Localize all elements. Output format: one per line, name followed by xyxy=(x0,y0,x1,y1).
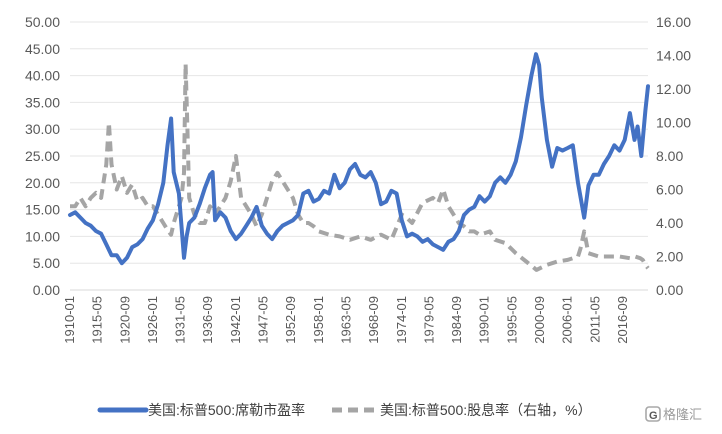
left-tick-label: 10.00 xyxy=(25,228,60,244)
x-tick-label: 1963-05 xyxy=(338,296,353,344)
left-tick-label: 20.00 xyxy=(25,175,60,191)
right-tick-label: 2.00 xyxy=(656,249,683,265)
left-tick-label: 15.00 xyxy=(25,202,60,218)
right-tick-label: 14.00 xyxy=(656,48,691,64)
watermark: G 格隆汇 xyxy=(645,406,702,422)
x-tick-label: 1920-09 xyxy=(117,296,132,344)
x-tick-label: 1910-01 xyxy=(62,296,77,344)
plot-area xyxy=(68,52,650,272)
right-tick-label: 8.00 xyxy=(656,148,683,164)
legend-label-pe: 美国:标普500:席勒市盈率 xyxy=(148,402,305,418)
x-tick-label: 1974-01 xyxy=(394,296,409,344)
x-tick-label: 1958-01 xyxy=(311,296,326,344)
left-tick-label: 40.00 xyxy=(25,68,60,84)
watermark-logo-icon xyxy=(645,406,661,422)
right-tick-label: 4.00 xyxy=(656,215,683,231)
x-tick-label: 1931-05 xyxy=(173,296,188,344)
left-tick-label: 35.00 xyxy=(25,94,60,110)
x-tick-label: 2006-01 xyxy=(560,296,575,344)
x-tick-label: 1936-09 xyxy=(200,296,215,344)
left-tick-label: 0.00 xyxy=(33,282,60,298)
x-tick-label: 1968-09 xyxy=(366,296,381,344)
left-tick-label: 5.00 xyxy=(33,255,60,271)
series-line-dividend-yield xyxy=(70,61,650,272)
right-axis-tick-labels: 0.00 2.00 4.00 6.00 8.00 10.00 12.00 14.00 16.00 xyxy=(656,14,691,298)
watermark-text: 格隆汇 xyxy=(663,407,702,422)
legend: 美国:标普500:席勒市盈率 美国:标普500:股息率（右轴，%） xyxy=(97,402,592,418)
right-tick-label: 10.00 xyxy=(656,115,691,131)
gridlines xyxy=(70,21,648,264)
watermark-logo-glyph: G xyxy=(649,410,658,422)
legend-label-dividend: 美国:标普500:股息率（右轴，%） xyxy=(380,402,592,418)
series-line-shiller-pe xyxy=(68,52,650,266)
x-tick-label: 1942-01 xyxy=(228,296,243,344)
x-tick-label: 1990-01 xyxy=(477,296,492,344)
left-axis-tick-labels: 0.00 5.00 10.00 15.00 20.00 25.00 30.00 35.00 40… xyxy=(25,14,60,298)
x-tick-label: 2000-09 xyxy=(532,296,547,344)
right-tick-label: 16.00 xyxy=(656,14,691,30)
left-tick-label: 50.00 xyxy=(25,14,60,30)
x-tick-label: 1952-09 xyxy=(283,296,298,344)
x-tick-label: 1979-05 xyxy=(421,296,436,344)
x-tick-label: 1995-05 xyxy=(504,296,519,344)
left-tick-label: 45.00 xyxy=(25,41,60,57)
x-tick-label: 2016-09 xyxy=(615,296,630,344)
x-tick-label: 1984-09 xyxy=(449,296,464,344)
right-tick-label: 0.00 xyxy=(656,282,683,298)
left-tick-label: 25.00 xyxy=(25,148,60,164)
x-tick-label: 1915-05 xyxy=(90,296,105,344)
x-tick-label: 1926-01 xyxy=(145,296,160,344)
x-tick-label: 2011-05 xyxy=(587,296,602,343)
right-tick-label: 12.00 xyxy=(656,81,691,97)
left-tick-label: 30.00 xyxy=(25,121,60,137)
right-tick-label: 6.00 xyxy=(656,182,683,198)
x-tick-label: 1947-05 xyxy=(256,296,271,344)
x-axis-tick-labels: 1910-01 1915-05 1920-09 1926-01 1931-05 1936-… xyxy=(62,296,630,344)
